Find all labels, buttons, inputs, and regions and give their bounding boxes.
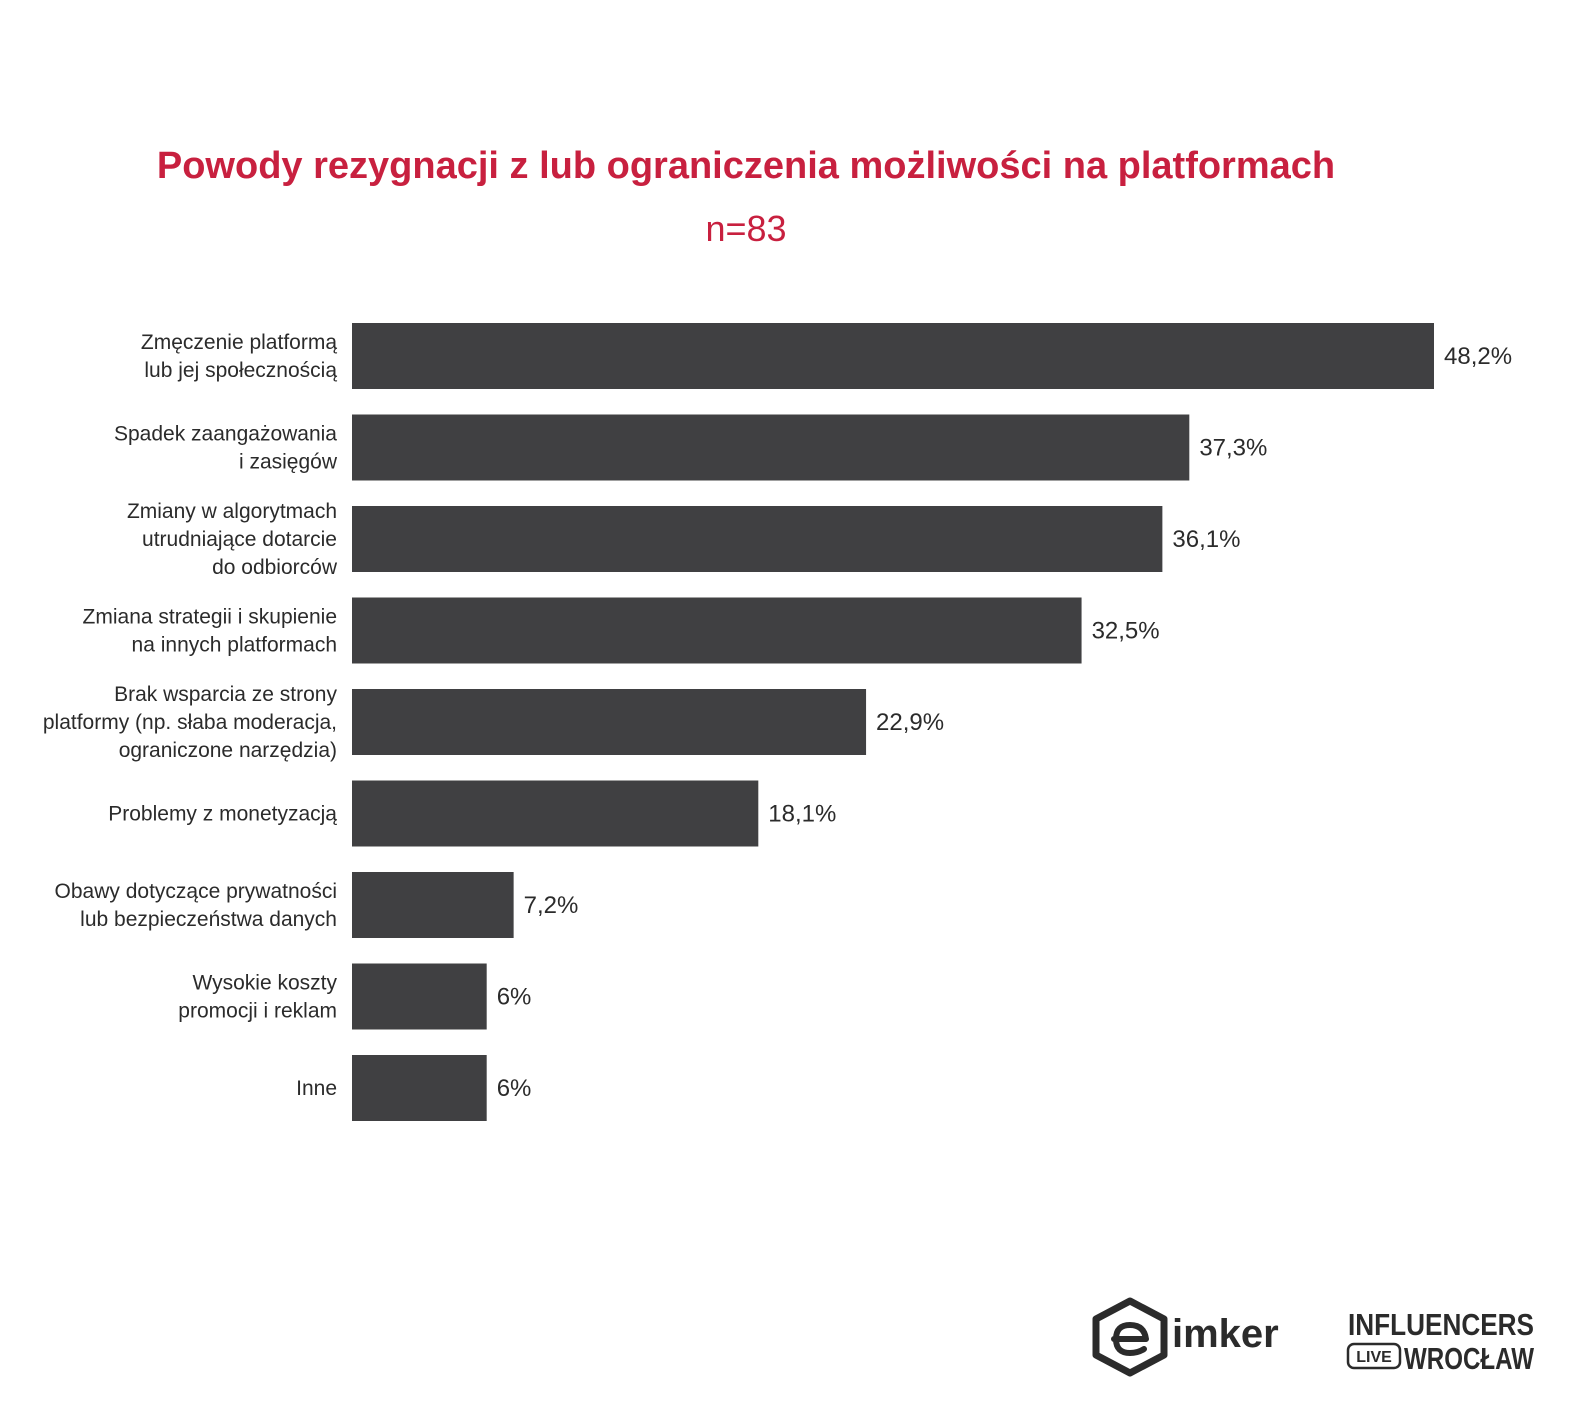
- category-label-7: Wysokie koszty promocji i reklam: [178, 972, 337, 1023]
- value-label-4: 22,9%: [876, 709, 944, 736]
- imker-logo: imker: [1092, 1297, 1279, 1377]
- bar-8: [352, 1055, 487, 1121]
- category-label-4: Brak wsparcia ze strony platformy (np. sł…: [43, 683, 338, 762]
- live-badge-frame: [1346, 1342, 1402, 1370]
- category-label-3: Zmiana strategii i skupienie na innych pl…: [83, 606, 337, 657]
- bar-3: [352, 597, 1082, 664]
- bar-0: [352, 323, 1434, 389]
- live-badge: LIVE: [1356, 1349, 1392, 1366]
- bar-7: [352, 963, 487, 1030]
- value-label-5: 18,1%: [768, 801, 836, 828]
- category-label-8: Inne: [296, 1077, 337, 1100]
- bar-2: [352, 506, 1163, 572]
- category-label-2: Zmiany w algorytmach utrudniające dotarci…: [127, 500, 338, 579]
- value-label-3: 32,5%: [1092, 618, 1160, 645]
- bar-1: [352, 414, 1190, 481]
- influencers-logo: INFLUENCERS LIVE WROCŁAW: [1346, 1307, 1535, 1376]
- bar-chart: 48,2% Zmęczenie platformą lub jej społeczn…: [43, 323, 1512, 1121]
- wroclaw-wordmark: WROCŁAW: [1404, 1341, 1535, 1376]
- category-label-0: Zmęczenie platformą lub jej społecznością: [141, 331, 337, 382]
- chart-subtitle: n=83: [705, 208, 787, 249]
- value-label-8: 6%: [497, 1075, 532, 1102]
- value-label-2: 36,1%: [1172, 526, 1240, 553]
- logos: imker INFLUENCERS LIVE WROCŁAW: [1092, 1297, 1535, 1377]
- influencers-wordmark: INFLUENCERS: [1348, 1307, 1534, 1342]
- value-label-1: 37,3%: [1199, 435, 1267, 462]
- bar-4: [352, 689, 867, 755]
- value-label-7: 6%: [497, 984, 532, 1011]
- category-label-5: Problemy z monetyzacją: [108, 803, 337, 826]
- imker-e-icon: [1111, 1321, 1149, 1357]
- chart-title: Powody rezygnacji z lub ograniczenia moż…: [156, 145, 1336, 187]
- category-label-6: Obawy dotyczące prywatności lub bezpiecze…: [55, 880, 337, 931]
- value-label-0: 48,2%: [1444, 343, 1512, 370]
- imker-hexagon-icon: [1092, 1297, 1168, 1377]
- imker-wordmark: imker: [1172, 1312, 1279, 1356]
- bar-6: [352, 872, 514, 938]
- bar-5: [352, 780, 759, 847]
- value-label-6: 7,2%: [524, 892, 579, 919]
- category-label-1: Spadek zaangażowania i zasięgów: [114, 423, 338, 474]
